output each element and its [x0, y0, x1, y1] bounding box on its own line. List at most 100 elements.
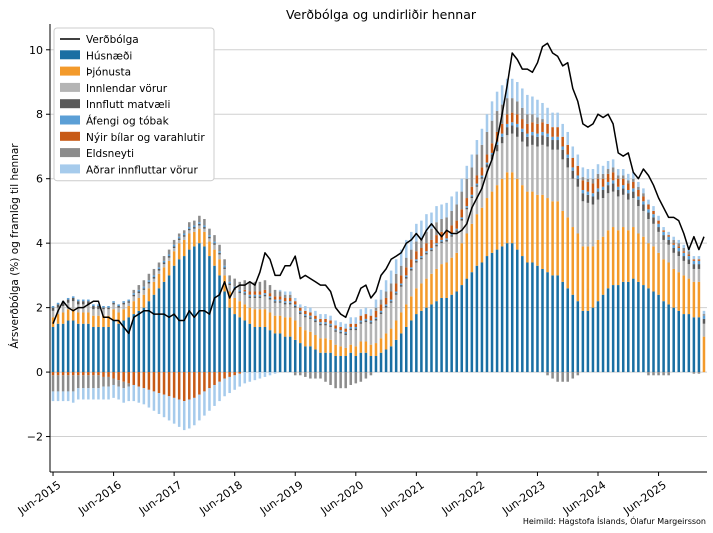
bar-segment — [369, 309, 373, 316]
bar-segment — [344, 347, 347, 356]
bar-segment — [490, 152, 494, 155]
bar-segment — [66, 299, 70, 303]
bar-segment — [172, 372, 176, 398]
bar-segment — [137, 293, 141, 298]
bar-segment — [586, 169, 590, 179]
bar-segment — [107, 307, 110, 310]
bar-segment — [218, 244, 221, 252]
bar-segment — [364, 322, 368, 342]
bar-segment — [621, 175, 625, 179]
bar-segment — [314, 372, 317, 379]
bar-segment — [299, 326, 302, 344]
bar-segment — [581, 167, 585, 178]
bar-segment — [465, 233, 469, 279]
bar-segment — [283, 301, 287, 303]
bar-segment — [621, 188, 625, 195]
bar-segment — [329, 323, 332, 326]
bar-segment — [632, 178, 635, 182]
bar-segment — [384, 333, 388, 350]
bar-segment — [601, 165, 605, 174]
bar-segment — [500, 85, 504, 105]
bar-segment — [556, 127, 559, 137]
bar-segment — [193, 231, 196, 247]
bar-segment — [283, 297, 287, 302]
bar-segment — [556, 372, 559, 382]
bar-segment — [576, 154, 580, 166]
bar-segment — [117, 372, 120, 381]
bar-segment — [430, 249, 433, 252]
bar-segment — [682, 244, 686, 248]
bar-segment — [692, 268, 696, 282]
bar-segment — [157, 270, 161, 274]
bar-segment — [102, 307, 105, 310]
bar-segment — [132, 372, 136, 385]
bar-segment — [364, 352, 368, 373]
bar-segment — [470, 154, 474, 168]
bar-segment — [213, 235, 216, 242]
bar-segment — [132, 294, 136, 297]
bar-segment — [642, 196, 645, 202]
bar-segment — [415, 314, 418, 373]
bar-segment — [425, 252, 428, 255]
bar-segment — [485, 131, 489, 155]
bar-segment — [117, 306, 120, 308]
bar-segment — [460, 209, 464, 218]
bar-segment — [697, 259, 701, 261]
bar-segment — [667, 304, 670, 373]
bar-segment — [490, 191, 494, 253]
bar-segment — [475, 214, 479, 266]
bar-segment — [238, 373, 241, 387]
bar-segment — [193, 227, 196, 229]
bar-segment — [571, 227, 575, 295]
bar-segment — [410, 268, 413, 271]
bar-segment — [647, 212, 650, 219]
bar-segment — [546, 198, 549, 273]
bar-segment — [571, 157, 575, 168]
bar-segment — [97, 372, 100, 376]
bar-segment — [611, 191, 615, 228]
bar-segment — [283, 291, 287, 295]
bar-segment — [177, 239, 181, 244]
bar-segment — [243, 293, 247, 295]
bar-segment — [510, 112, 514, 123]
bar-segment — [566, 157, 569, 168]
bar-segment — [132, 289, 136, 294]
bar-segment — [702, 315, 706, 319]
bar-segment — [87, 301, 90, 305]
bar-segment — [561, 149, 564, 160]
bar-segment — [652, 223, 655, 247]
bar-segment — [445, 217, 448, 231]
bar-segment — [667, 231, 670, 236]
bar-segment — [61, 306, 65, 313]
bar-segment — [213, 372, 216, 385]
bar-segment — [203, 372, 206, 392]
bar-segment — [389, 291, 393, 300]
bar-segment — [687, 256, 691, 260]
bar-segment — [329, 372, 332, 385]
bar-segment — [273, 333, 277, 373]
bar-segment — [470, 196, 474, 199]
bar-segment — [399, 249, 403, 266]
bar-segment — [172, 239, 176, 245]
bar-segment — [339, 326, 342, 331]
bar-segment — [450, 225, 453, 234]
bar-segment — [137, 289, 141, 292]
bar-segment — [112, 309, 115, 321]
bar-segment — [642, 201, 645, 205]
bar-segment — [349, 344, 353, 353]
bar-segment — [329, 325, 332, 327]
bar-segment — [147, 273, 151, 281]
bar-segment — [662, 227, 665, 231]
bar-segment — [470, 223, 474, 273]
bar-segment — [66, 391, 70, 402]
bar-segment — [556, 275, 559, 373]
bar-segment — [288, 294, 292, 298]
bar-segment — [122, 302, 125, 305]
bar-segment — [263, 309, 267, 327]
bar-segment — [228, 372, 231, 377]
bar-segment — [177, 259, 181, 373]
bar-segment — [107, 376, 110, 387]
bar-segment — [404, 267, 408, 276]
bar-segment — [314, 335, 317, 350]
